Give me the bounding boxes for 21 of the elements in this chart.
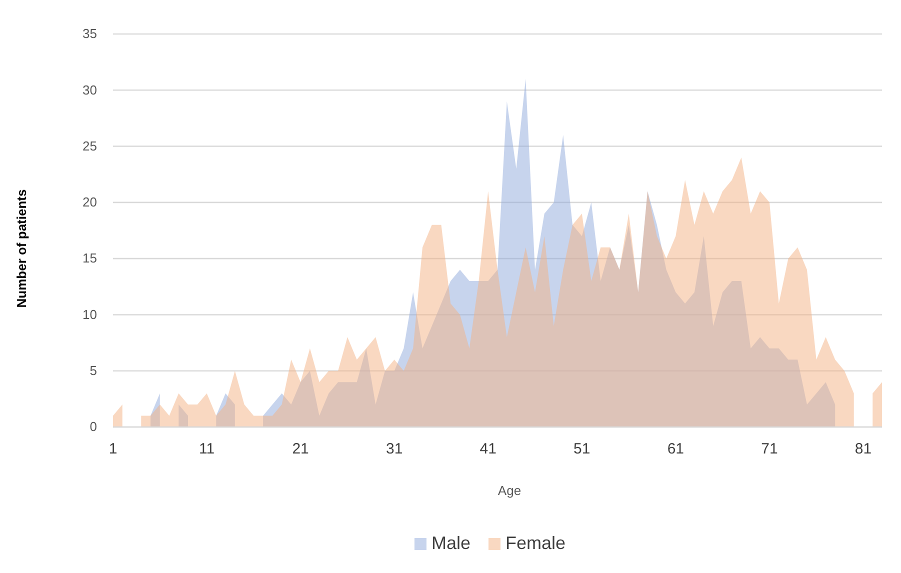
legend-label: Male [431,533,470,553]
y-tick-label: 25 [82,138,97,154]
y-tick-label: 35 [82,26,97,42]
legend-label: Female [505,533,566,553]
y-tick-label: 30 [82,82,97,98]
x-tick-label: 21 [292,440,309,458]
y-tick-label: 15 [82,250,97,266]
y-tick-label: 20 [82,194,97,210]
x-tick-label: 41 [480,440,496,458]
y-axis-title: Number of patients [14,189,29,308]
x-tick-label: 31 [386,440,403,458]
x-tick-label: 51 [574,440,590,458]
y-tick-label: 5 [90,363,97,378]
y-tick-label: 0 [90,419,97,434]
y-tick-label: 10 [82,306,97,322]
x-tick-label: 61 [667,440,684,458]
x-tick-label: 81 [854,440,872,458]
x-tick-label: 11 [198,440,215,458]
x-tick-label: 1 [108,440,118,458]
x-tick-label: 71 [761,440,778,458]
x-axis-title: Age [498,483,522,498]
